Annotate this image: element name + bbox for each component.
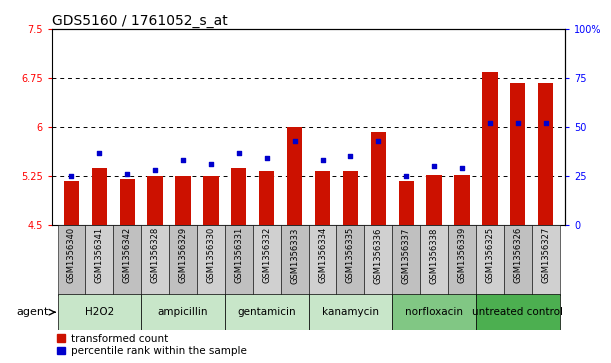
Point (429, 163, 439, 169)
Text: norfloxacin: norfloxacin (405, 307, 463, 317)
Bar (371, 132, 386, 225)
Bar (64, 181, 79, 225)
Point (541, 120, 551, 126)
Bar (86, 225, 113, 296)
Text: GSM1356334: GSM1356334 (318, 227, 327, 284)
Text: GSM1356332: GSM1356332 (262, 227, 271, 284)
Point (262, 155, 272, 161)
Bar (315, 171, 330, 225)
Bar (197, 225, 225, 296)
Text: GDS5160 / 1761052_s_at: GDS5160 / 1761052_s_at (52, 14, 228, 28)
Text: untreated control: untreated control (472, 307, 563, 317)
Bar (392, 294, 476, 330)
Point (178, 158, 188, 163)
Bar (92, 168, 107, 225)
Text: GSM1356339: GSM1356339 (458, 227, 466, 284)
Text: GSM1356336: GSM1356336 (374, 227, 382, 284)
Text: GSM1356337: GSM1356337 (401, 227, 411, 284)
Legend: transformed count, percentile rank within the sample: transformed count, percentile rank withi… (57, 334, 247, 356)
Bar (259, 171, 274, 225)
Bar (504, 225, 532, 296)
Point (234, 150, 244, 155)
Text: GSM1356331: GSM1356331 (235, 227, 243, 284)
Text: gentamicin: gentamicin (238, 307, 296, 317)
Bar (147, 176, 163, 225)
Bar (532, 225, 560, 296)
Point (290, 138, 299, 144)
Text: GSM1356329: GSM1356329 (178, 227, 188, 283)
Bar (57, 294, 141, 330)
Text: GSM1356326: GSM1356326 (513, 227, 522, 284)
Bar (476, 225, 504, 296)
Bar (280, 225, 309, 296)
Text: GSM1356325: GSM1356325 (485, 227, 494, 283)
Bar (231, 168, 246, 225)
Point (457, 165, 467, 171)
Bar (253, 225, 280, 296)
Point (95, 150, 104, 155)
Bar (309, 294, 392, 330)
Text: GSM1356340: GSM1356340 (67, 227, 76, 283)
Point (485, 120, 495, 126)
Bar (392, 225, 420, 296)
Bar (113, 225, 141, 296)
Bar (364, 225, 392, 296)
Bar (203, 176, 219, 225)
Bar (141, 225, 169, 296)
Text: GSM1356328: GSM1356328 (151, 227, 159, 284)
Bar (225, 225, 253, 296)
Text: GSM1356327: GSM1356327 (541, 227, 550, 284)
Point (150, 167, 160, 173)
Text: kanamycin: kanamycin (322, 307, 379, 317)
Bar (175, 176, 191, 225)
Point (513, 120, 522, 126)
Point (206, 162, 216, 167)
Bar (482, 72, 497, 225)
Point (318, 158, 327, 163)
Text: GSM1356330: GSM1356330 (207, 227, 216, 284)
Point (345, 154, 355, 159)
Bar (420, 225, 448, 296)
Bar (510, 83, 525, 225)
Point (401, 173, 411, 179)
Text: GSM1356333: GSM1356333 (290, 227, 299, 284)
Bar (538, 83, 554, 225)
Bar (337, 225, 364, 296)
Point (373, 138, 383, 144)
Text: GSM1356341: GSM1356341 (95, 227, 104, 283)
Text: H2O2: H2O2 (85, 307, 114, 317)
Bar (343, 171, 358, 225)
Point (67, 173, 76, 179)
Bar (309, 225, 337, 296)
Text: GSM1356335: GSM1356335 (346, 227, 355, 284)
Point (122, 171, 132, 177)
Bar (287, 127, 302, 225)
Bar (455, 175, 470, 225)
Bar (448, 225, 476, 296)
Bar (398, 181, 414, 225)
Bar (426, 175, 442, 225)
Bar (476, 294, 560, 330)
Bar (169, 225, 197, 296)
Bar (141, 294, 225, 330)
Text: agent: agent (16, 307, 49, 317)
Bar (225, 294, 309, 330)
Text: ampicillin: ampicillin (158, 307, 208, 317)
Bar (120, 179, 135, 225)
Text: GSM1356342: GSM1356342 (123, 227, 132, 283)
Text: GSM1356338: GSM1356338 (430, 227, 439, 284)
Bar (57, 225, 86, 296)
